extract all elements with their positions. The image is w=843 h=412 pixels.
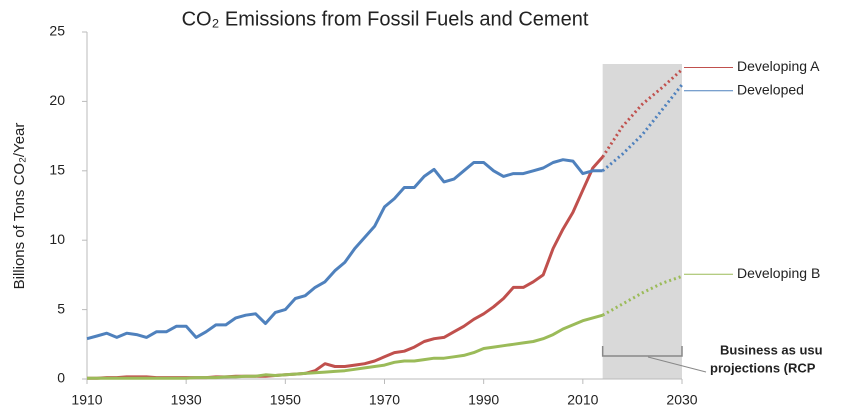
annotation-text: projections (RCP [710,360,816,375]
x-tick-label: 1930 [171,392,202,408]
series-label: Developed [737,81,804,97]
projection-line [601,274,683,317]
series-label: Developing A [737,58,820,74]
projection-line [601,68,684,158]
series-line [87,313,604,380]
annotation-leader [647,356,707,373]
x-tick-label: 1950 [270,392,301,408]
projection-region [602,64,682,379]
x-tick-label: 1970 [369,392,400,408]
annotation-text: Business as usu [720,342,823,357]
y-tick-label: 5 [57,300,65,316]
annotation-bracket [601,346,683,357]
y-tick-label: 25 [49,23,65,39]
x-tick-label: 2030 [666,392,697,408]
series-label: Developing B [737,265,820,281]
x-tick-label: 1990 [468,392,499,408]
projection-line [601,83,684,172]
y-axis-label: Billions of Tons CO₂/Year [11,123,28,290]
x-tick-label: 2010 [567,392,598,408]
y-tick-label: 15 [49,162,65,178]
y-tick-label: 0 [57,370,65,386]
series-line [87,155,604,380]
y-tick-label: 10 [49,231,65,247]
series-line [86,158,603,341]
chart-title: CO₂ Emissions from Fossil Fuels and Ceme… [182,8,589,30]
y-tick-label: 20 [49,92,65,108]
x-tick-label: 1910 [71,392,102,408]
